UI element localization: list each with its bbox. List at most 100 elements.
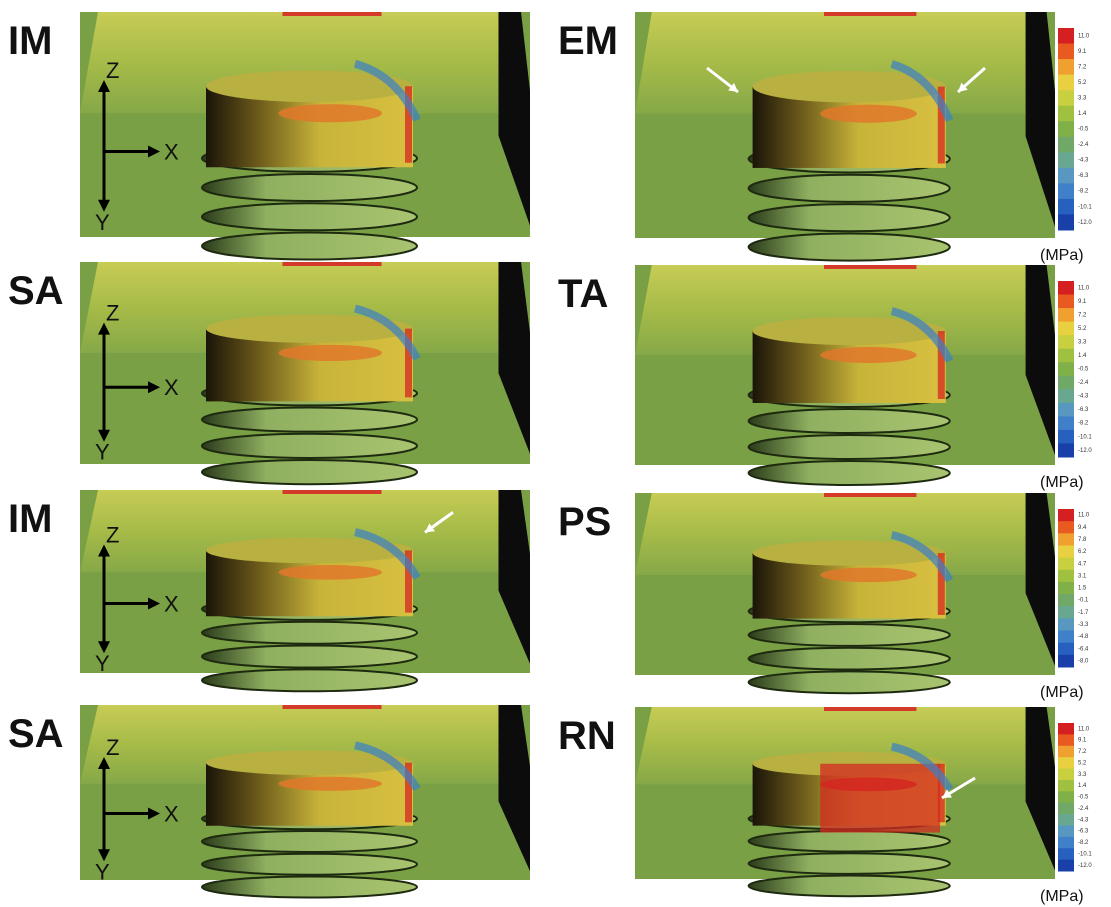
edge-stress [824,265,916,269]
colorbar-tick-label: 6.2 [1078,549,1087,555]
axis-label-z: Z [106,523,119,548]
colorbar-tick-label: 9.1 [1078,738,1087,744]
unit-label: (MPa) [1040,888,1084,905]
thread [202,460,417,484]
colorbar-tick-label: 3.3 [1078,772,1087,778]
colorbar-tick-label: 11.0 [1078,513,1090,519]
thread [749,624,950,646]
axis-label-y: Y [95,440,110,465]
thread [202,831,417,852]
axis-label-z: Z [106,301,119,326]
colorbar-swatch [1058,416,1074,430]
colorbar-tick-label: -10.1 [1078,204,1092,210]
unit-label: (MPa) [1040,684,1084,701]
colorbar-tick-label: 11.0 [1078,285,1090,291]
colorbar-tick-label: -0.1 [1078,598,1089,604]
fea-image [80,490,530,691]
colorbar-tick-label: -2.4 [1078,380,1089,386]
colorbar-swatch [1058,509,1074,522]
colorbar-swatch [1058,780,1074,792]
stress-zone [820,568,917,583]
thread [749,671,950,693]
colorbar-tick-label: -12.0 [1078,448,1092,454]
edge-stress [283,262,382,266]
colorbar-tick-label: 7.2 [1078,312,1087,318]
thread [749,876,950,897]
unit-label: (MPa) [1040,247,1084,264]
edge-stress [824,493,916,497]
axis-label-z: Z [106,58,119,83]
colorbar-tick-label: -3.3 [1078,622,1089,628]
colorbar-swatch [1058,44,1074,60]
colorbar-swatch [1058,443,1074,457]
colorbar-swatch [1058,533,1074,546]
colorbar-swatch [1058,152,1074,168]
colorbar-tick-label: -4.3 [1078,158,1089,164]
colorbar-tick-label: -10.1 [1078,434,1092,440]
colorbar-swatch [1058,75,1074,91]
colorbar-swatch [1058,214,1074,230]
thread [202,646,417,668]
colorbar-tick-label: 7.8 [1078,537,1087,543]
colorbar-tick-label: -2.4 [1078,806,1089,812]
colorbar-swatch [1058,791,1074,803]
colorbar-swatch [1058,90,1074,106]
axis-label-y: Y [95,859,110,884]
panel-label: IM [8,497,52,541]
stress-zone [278,777,382,791]
panel-label: IM [8,19,52,63]
colorbar-swatch [1058,59,1074,75]
colorbar-swatch [1058,558,1074,571]
colorbar-tick-label: -10.1 [1078,852,1092,858]
axis-label-x: X [164,375,179,400]
colorbar-swatch [1058,349,1074,363]
colorbar-tick-label: -12.0 [1078,863,1092,869]
colorbar-swatch [1058,757,1074,769]
colorbar-swatch [1058,521,1074,534]
colorbar-tick-label: 3.3 [1078,340,1087,346]
colorbar-swatch [1058,837,1074,849]
colorbar-swatch [1058,545,1074,558]
thread [749,175,950,202]
colorbar-swatch [1058,594,1074,607]
fea-image [80,12,530,260]
panel-label: EM [558,19,618,63]
colorbar-swatch [1058,295,1074,309]
colorbar-tick-label: -8.0 [1078,659,1089,665]
colorbar-tick-label: 5.2 [1078,80,1087,86]
colorbar-tick-label: 11.0 [1078,726,1090,732]
colorbar-tick-label: 3.3 [1078,96,1087,102]
colorbar-tick-label: -4.3 [1078,817,1089,823]
thread [749,233,950,260]
fea-image [635,707,1055,896]
colorbar-tick-label: 9.1 [1078,299,1087,305]
axis-label-x: X [164,140,179,165]
thread [749,831,950,852]
colorbar-swatch [1058,322,1074,336]
colorbar-tick-label: 1.5 [1078,586,1087,592]
colorbar-swatch [1058,28,1074,44]
colorbar-tick-label: -0.5 [1078,795,1089,801]
colorbar-tick-label: -6.3 [1078,173,1089,179]
stress-zone [278,565,382,580]
colorbar-tick-label: -8.2 [1078,189,1089,195]
colorbar-swatch [1058,137,1074,153]
stress-wall [820,764,940,833]
colorbar-swatch [1058,631,1074,644]
fea-image [635,265,1055,485]
axis-label-x: X [164,591,179,616]
colorbar-swatch [1058,308,1074,322]
thread [202,622,417,644]
axis-label-y: Y [95,651,110,676]
colorbar-swatch [1058,814,1074,826]
stress-zone [820,105,917,123]
colorbar-swatch [1058,168,1074,184]
colorbar-tick-label: -6.3 [1078,829,1089,835]
thread [749,853,950,874]
colorbar-tick-label: 5.2 [1078,760,1087,766]
colorbar-swatch [1058,335,1074,349]
colorbar-tick-label: 11.0 [1078,33,1090,39]
edge-stress [283,12,382,16]
colorbar-tick-label: -6.4 [1078,646,1089,652]
thread [202,174,417,201]
